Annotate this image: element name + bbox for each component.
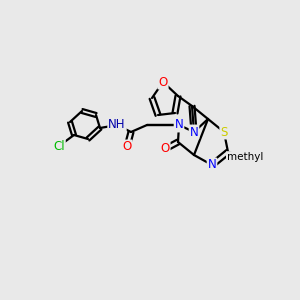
Text: S: S	[220, 125, 228, 139]
Text: O: O	[160, 142, 169, 155]
Text: Cl: Cl	[53, 140, 65, 152]
Text: N: N	[208, 158, 216, 172]
Text: N: N	[190, 125, 198, 139]
Text: O: O	[122, 140, 132, 154]
Text: O: O	[158, 76, 168, 88]
Text: methyl: methyl	[227, 152, 263, 162]
Text: N: N	[175, 118, 183, 131]
Text: NH: NH	[108, 118, 126, 131]
